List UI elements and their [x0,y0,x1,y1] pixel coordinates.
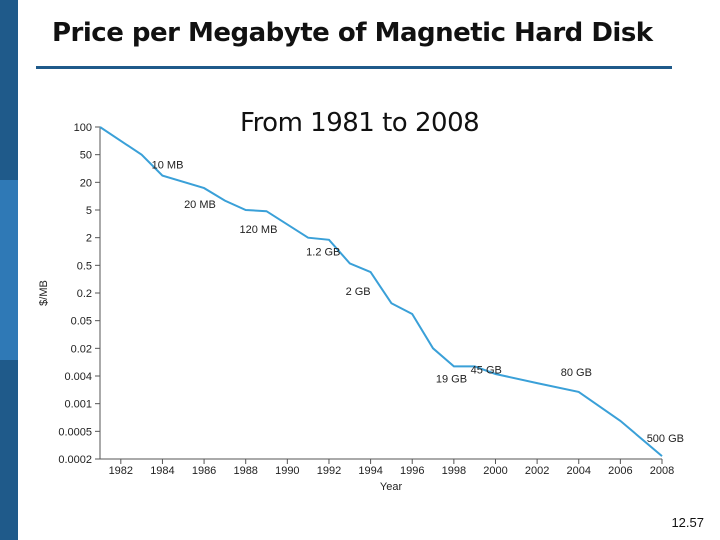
capacity-annotations: 10 MB 20 MB 120 MB 1.2 GB 2 GB 19 GB 45 GB 80 G… [152,160,684,445]
y-tick-label: 5 [86,205,92,217]
y-tick-label: 0.004 [64,371,92,383]
y-tick-label: 2 [86,233,92,245]
capacity-label: 19 GB [436,373,467,385]
x-tick-label: 2006 [608,465,632,477]
x-tick-label: 1996 [400,465,424,477]
capacity-label: 2 GB [346,286,371,298]
x-axis-ticks: 1982 1984 1986 1988 1990 1992 1994 1996 1998 2000… [109,459,674,477]
page-number: 12.57 [671,515,704,530]
title-underline [36,66,672,69]
y-axis-ticks: 100 50 20 5 2 0.5 0.2 0.05 0.02 0.004 0.001 0.0005 0… [58,122,100,466]
y-tick-label: 50 [80,150,92,162]
sidebar-accent [0,0,18,540]
x-tick-label: 1998 [442,465,466,477]
capacity-label: 10 MB [152,160,184,172]
capacity-label: 80 GB [561,367,592,379]
x-tick-label: 1994 [358,465,382,477]
y-tick-label: 20 [80,177,92,189]
sidebar-segment-bottom [0,360,18,540]
y-tick-label: 0.05 [71,316,92,328]
y-axis-title: $/MB [38,280,50,306]
chart-subtitle: From 1981 to 2008 [240,108,480,138]
y-tick-label: 0.001 [64,399,92,411]
x-tick-label: 1984 [150,465,174,477]
y-tick-label: 0.5 [77,260,92,272]
x-tick-label: 1992 [317,465,341,477]
slide-title: Price per Megabyte of Magnetic Hard Disk [52,18,653,48]
capacity-label: 120 MB [240,224,278,236]
x-tick-label: 1986 [192,465,216,477]
x-tick-label: 2002 [525,465,549,477]
capacity-label: 500 GB [647,433,684,445]
capacity-label: 1.2 GB [306,247,340,259]
x-axis-title: Year [380,481,403,493]
y-tick-label: 0.02 [71,343,92,355]
x-tick-label: 2000 [483,465,507,477]
y-tick-label: 0.0005 [58,426,92,438]
capacity-label: 45 GB [471,364,502,376]
x-tick-label: 1988 [233,465,257,477]
sidebar-segment-top [0,0,18,180]
x-tick-label: 1990 [275,465,299,477]
sidebar-segment-middle [0,180,18,360]
x-tick-label: 2004 [566,465,590,477]
y-tick-label: 0.0002 [58,454,92,466]
x-tick-label: 1982 [109,465,133,477]
y-tick-label: 0.2 [77,288,92,300]
x-tick-label: 2008 [650,465,674,477]
price-series-line [99,126,663,457]
y-tick-label: 100 [74,122,92,134]
capacity-label: 20 MB [184,199,216,211]
